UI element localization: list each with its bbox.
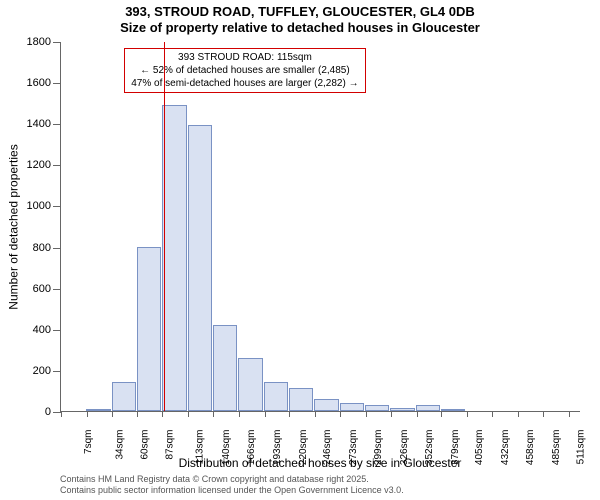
- footnote-line-1: Contains HM Land Registry data © Crown c…: [60, 474, 404, 485]
- histogram-bar: [416, 405, 440, 411]
- x-tick: [417, 411, 418, 417]
- x-axis-label: Distribution of detached houses by size …: [60, 456, 580, 470]
- y-tick: [53, 330, 61, 331]
- x-tick: [441, 411, 442, 417]
- y-tick: [53, 206, 61, 207]
- histogram-bar: [264, 382, 288, 411]
- y-tick-label: 800: [33, 242, 51, 254]
- title-line-2: Size of property relative to detached ho…: [0, 20, 600, 36]
- histogram-bar: [213, 325, 237, 411]
- x-tick: [162, 411, 163, 417]
- y-tick: [53, 412, 61, 413]
- x-tick: [467, 411, 468, 417]
- x-tick: [569, 411, 570, 417]
- y-tick-label: 1800: [27, 36, 51, 48]
- annotation-box: 393 STROUD ROAD: 115sqm ← 52% of detache…: [124, 48, 365, 93]
- x-tick: [366, 411, 367, 417]
- histogram-bar: [365, 405, 389, 411]
- y-tick: [53, 83, 61, 84]
- x-tick-label: 60sqm: [139, 430, 150, 460]
- x-tick: [61, 411, 62, 417]
- footnote: Contains HM Land Registry data © Crown c…: [60, 474, 404, 497]
- y-axis-label-wrap: Number of detached properties: [6, 42, 22, 412]
- x-tick-label: 7sqm: [83, 430, 94, 454]
- x-tick: [265, 411, 266, 417]
- histogram-bar: [162, 105, 186, 411]
- marker-line: [164, 42, 165, 411]
- y-tick-label: 1200: [27, 159, 51, 171]
- y-tick-label: 1400: [27, 118, 51, 130]
- x-tick: [543, 411, 544, 417]
- property-size-chart: 393, STROUD ROAD, TUFFLEY, GLOUCESTER, G…: [0, 0, 600, 500]
- histogram-bar: [137, 247, 161, 411]
- footnote-line-2: Contains public sector information licen…: [60, 485, 404, 496]
- x-tick-label: 87sqm: [165, 430, 176, 460]
- title-line-1: 393, STROUD ROAD, TUFFLEY, GLOUCESTER, G…: [0, 4, 600, 20]
- histogram-bar: [86, 409, 110, 411]
- y-tick-label: 1600: [27, 77, 51, 89]
- x-tick: [239, 411, 240, 417]
- y-tick-label: 400: [33, 324, 51, 336]
- annotation-line-1: 393 STROUD ROAD: 115sqm: [131, 51, 358, 64]
- y-tick-label: 1000: [27, 200, 51, 212]
- x-tick: [112, 411, 113, 417]
- x-tick: [518, 411, 519, 417]
- histogram-bar: [441, 409, 465, 411]
- x-tick: [289, 411, 290, 417]
- histogram-bar: [390, 408, 414, 411]
- y-tick: [53, 248, 61, 249]
- x-tick: [87, 411, 88, 417]
- y-tick-label: 0: [45, 406, 51, 418]
- annotation-line-2: ← 52% of detached houses are smaller (2,…: [131, 64, 358, 77]
- x-tick-label: 34sqm: [114, 430, 125, 460]
- y-tick: [53, 371, 61, 372]
- x-tick: [492, 411, 493, 417]
- y-tick: [53, 124, 61, 125]
- x-tick: [340, 411, 341, 417]
- histogram-bar: [340, 403, 364, 411]
- y-tick: [53, 289, 61, 290]
- y-tick-label: 600: [33, 283, 51, 295]
- x-tick: [391, 411, 392, 417]
- x-tick: [137, 411, 138, 417]
- histogram-bar: [289, 388, 313, 411]
- x-tick: [213, 411, 214, 417]
- x-tick: [188, 411, 189, 417]
- y-axis-label: Number of detached properties: [7, 144, 21, 309]
- y-tick: [53, 165, 61, 166]
- annotation-line-3: 47% of semi-detached houses are larger (…: [131, 77, 358, 90]
- x-tick: [315, 411, 316, 417]
- plot-area: 393 STROUD ROAD: 115sqm ← 52% of detache…: [60, 42, 580, 412]
- histogram-bar: [314, 399, 338, 411]
- chart-title: 393, STROUD ROAD, TUFFLEY, GLOUCESTER, G…: [0, 4, 600, 37]
- histogram-bar: [238, 358, 262, 411]
- histogram-bar: [188, 125, 212, 411]
- histogram-bar: [112, 382, 136, 411]
- y-tick: [53, 42, 61, 43]
- y-tick-label: 200: [33, 365, 51, 377]
